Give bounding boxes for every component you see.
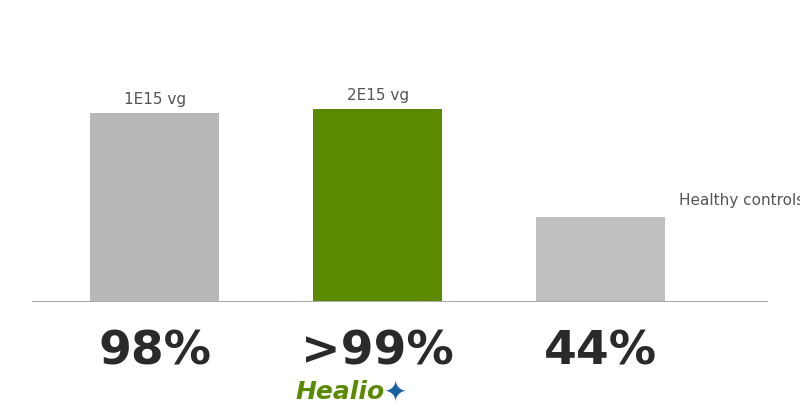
Text: 2E15 vg: 2E15 vg [346, 88, 409, 103]
Text: 1E15 vg: 1E15 vg [124, 92, 186, 107]
Text: 44%: 44% [544, 329, 658, 374]
Bar [536, 217, 666, 302]
Bar [313, 109, 442, 302]
Text: Mean percentage of airway cells that had CFTR protein:: Mean percentage of airway cells that had… [71, 27, 729, 47]
Text: ✦: ✦ [384, 378, 407, 406]
Text: >99%: >99% [302, 329, 454, 374]
Text: Healthy controls: Healthy controls [678, 192, 800, 207]
Text: 98%: 98% [98, 329, 211, 374]
Text: Healio: Healio [295, 380, 384, 404]
Bar [90, 113, 219, 302]
